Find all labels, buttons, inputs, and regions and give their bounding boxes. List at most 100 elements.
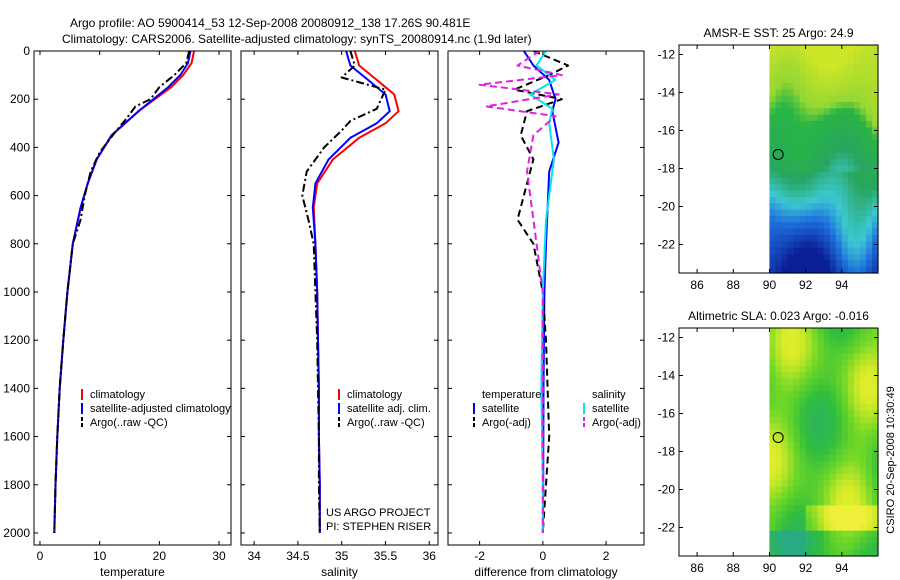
heatmap-cell: [769, 372, 777, 380]
heatmap-cell: [841, 549, 849, 557]
heatmap-cell: [865, 461, 873, 468]
heatmap-cell: [805, 549, 813, 557]
heatmap-cell: [793, 241, 801, 249]
legend-entry: satellite adj. clim.: [347, 403, 431, 415]
heatmap-cell: [811, 95, 819, 103]
series-line-1: [312, 51, 400, 533]
heatmap-cell: [805, 51, 813, 59]
y-tick-label: -12: [658, 48, 676, 62]
heatmap-cell: [805, 152, 813, 160]
heatmap-cell: [817, 197, 825, 204]
heatmap-cell: [853, 247, 861, 255]
heatmap-cell: [793, 209, 801, 217]
heatmap-cell: [781, 461, 789, 468]
heatmap-cell: [847, 216, 855, 223]
heatmap-cell: [841, 499, 849, 506]
heatmap-cell: [775, 171, 783, 179]
heatmap-cell: [865, 235, 873, 242]
heatmap-cell: [811, 159, 819, 166]
heatmap-cell: [847, 448, 855, 456]
heatmap-cell: [799, 51, 807, 59]
heatmap-cell: [853, 83, 861, 90]
heatmap-cell: [781, 108, 789, 116]
heatmap-cell: [823, 241, 831, 249]
heatmap-cell: [811, 140, 819, 147]
heatmap-cell: [871, 254, 879, 261]
heatmap-cell: [781, 76, 789, 84]
heatmap-cell: [835, 467, 843, 475]
heatmap-cell: [817, 416, 825, 424]
heatmap-cell: [841, 190, 849, 198]
heatmap-cell: [805, 454, 813, 462]
heatmap-cell: [859, 51, 867, 59]
heatmap-cell: [769, 505, 777, 513]
heatmap-cell: [805, 114, 813, 122]
heatmap-cell: [853, 353, 861, 361]
heatmap-cell: [865, 159, 873, 166]
heatmap-cell: [805, 328, 813, 335]
heatmap-cell: [853, 372, 861, 380]
heatmap-cell: [787, 254, 795, 261]
heatmap-cell: [871, 347, 879, 354]
heatmap-cell: [829, 228, 837, 236]
heatmap-cell: [847, 334, 855, 342]
heatmap-cell: [823, 51, 831, 59]
heatmap-cell: [799, 378, 807, 386]
heatmap-cell: [829, 70, 837, 78]
heatmap-cell: [775, 480, 783, 487]
heatmap-cell: [769, 448, 777, 456]
heatmap-cell: [787, 247, 795, 255]
heatmap-cell: [859, 334, 867, 342]
heatmap-cell: [865, 549, 873, 557]
heatmap-cell: [793, 442, 801, 449]
heatmap-cell: [823, 184, 831, 192]
heatmap-cell: [799, 467, 807, 475]
heatmap-cell: [841, 184, 849, 192]
heatmap-cell: [823, 499, 831, 506]
heatmap-cell: [787, 334, 795, 342]
heatmap-cell: [835, 102, 843, 109]
y-tick-label: -14: [658, 369, 676, 383]
heatmap-cell: [823, 178, 831, 185]
heatmap-cell: [793, 260, 801, 268]
heatmap-cell: [811, 499, 819, 506]
heatmap-cell: [775, 543, 783, 551]
heatmap-cell: [793, 524, 801, 532]
heatmap-cell: [805, 347, 813, 354]
heatmap-cell: [871, 416, 879, 424]
heatmap-cell: [853, 480, 861, 487]
heatmap-cell: [787, 95, 795, 103]
heatmap-cell: [787, 359, 795, 367]
heatmap-cell: [829, 51, 837, 59]
heatmap-cell: [853, 51, 861, 59]
heatmap-cell: [853, 159, 861, 166]
y-tick-label: -16: [658, 407, 676, 421]
heatmap-cell: [823, 197, 831, 204]
heatmap-cell: [775, 524, 783, 532]
heatmap-cell: [865, 247, 873, 255]
heatmap-cell: [817, 190, 825, 198]
heatmap-cell: [805, 543, 813, 551]
heatmap-cell: [769, 340, 777, 348]
heatmap-cell: [859, 146, 867, 154]
heatmap-cell: [871, 57, 879, 65]
y-tick-label: 1800: [3, 478, 30, 492]
heatmap-cell: [805, 178, 813, 185]
heatmap-cell: [781, 328, 789, 335]
heatmap-cell: [835, 190, 843, 198]
heatmap-cell: [781, 549, 789, 557]
heatmap-cell: [781, 448, 789, 456]
heatmap-cell: [811, 378, 819, 386]
heatmap-cell: [853, 429, 861, 437]
heatmap-cell: [799, 95, 807, 103]
heatmap-cell: [775, 359, 783, 367]
heatmap-cell: [787, 454, 795, 462]
heatmap-cell: [775, 391, 783, 399]
heatmap-cell: [841, 366, 849, 373]
heatmap-cell: [787, 543, 795, 551]
heatmap-cell: [811, 429, 819, 437]
heatmap-cell: [787, 385, 795, 392]
heatmap-cell: [781, 146, 789, 154]
heatmap-cell: [781, 442, 789, 449]
heatmap-cell: [781, 423, 789, 430]
